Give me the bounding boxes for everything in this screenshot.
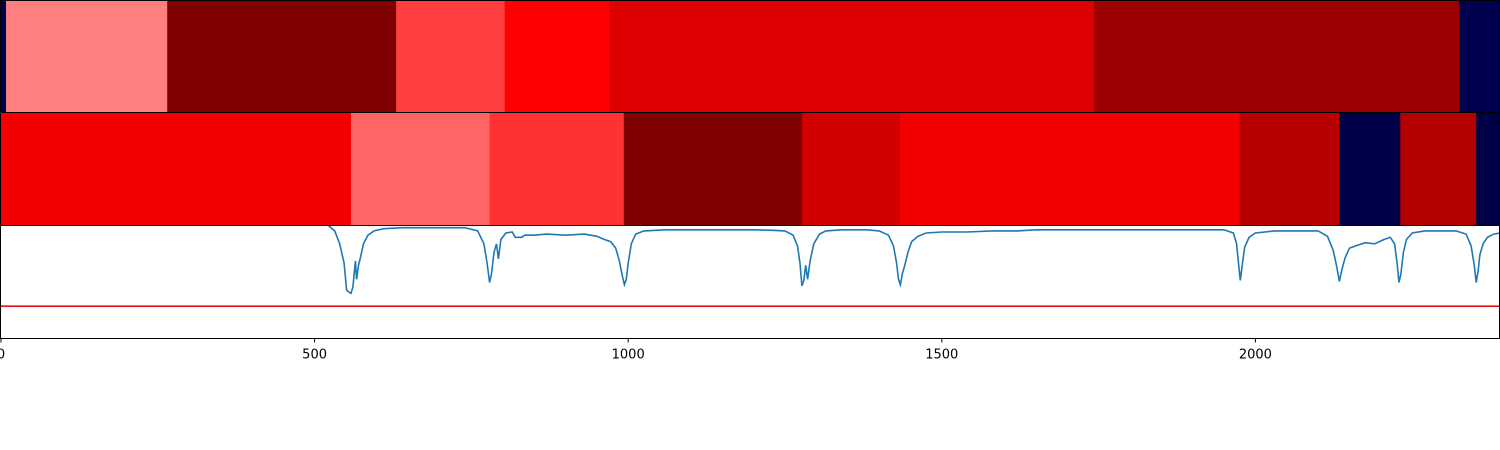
panel-frame <box>0 225 1500 339</box>
heatmap-segment <box>1239 112 1341 226</box>
heatmap-segment <box>1476 112 1500 226</box>
heatmap-segment <box>1459 0 1500 113</box>
heatmap-track-top <box>0 0 1500 113</box>
x-axis: 0 500 1000 1500 2000 <box>0 338 1272 363</box>
x-tick-label: 2000 <box>1239 348 1272 363</box>
heatmap-segment <box>350 112 491 226</box>
heatmap-segment <box>167 0 397 113</box>
heatmap-segment <box>489 112 625 226</box>
heatmap-segment <box>609 0 1095 113</box>
heatmap-track-middle <box>0 112 1500 226</box>
heatmap-segment <box>1400 112 1477 226</box>
heatmap-segment <box>1 112 352 226</box>
heatmap-segment <box>899 112 1241 226</box>
heatmap-segment <box>6 0 168 113</box>
heatmap-segment <box>504 0 610 113</box>
heatmap-segment <box>1 0 7 113</box>
x-tick-label: 1000 <box>612 348 645 363</box>
heatmap-segment <box>1094 0 1460 113</box>
heatmap-segment <box>1339 112 1401 226</box>
signal-line <box>327 225 1500 295</box>
x-tick-label: 0 <box>0 348 5 363</box>
heatmap-segment <box>623 112 803 226</box>
line-plot-panel <box>0 225 1500 339</box>
heatmap-segment <box>396 0 506 113</box>
x-tick-label: 1500 <box>925 348 958 363</box>
heatmap-segment <box>801 112 901 226</box>
x-tick-label: 500 <box>302 348 327 363</box>
